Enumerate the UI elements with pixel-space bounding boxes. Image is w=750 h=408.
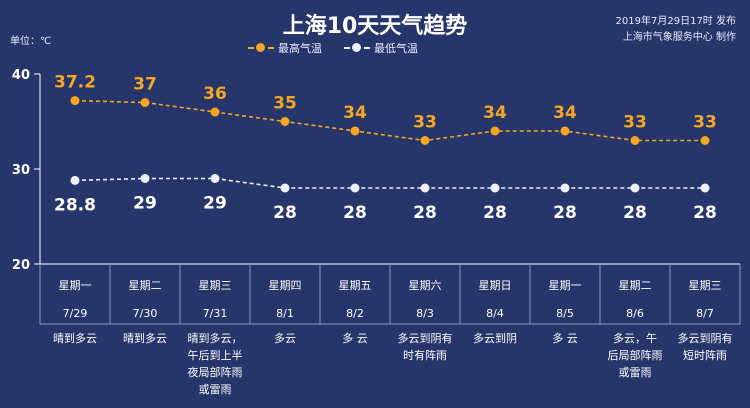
data-label-low: 28.8	[54, 195, 96, 215]
point-low	[490, 183, 500, 193]
point-high	[490, 126, 500, 136]
legend-low-marker	[344, 43, 370, 53]
weekday-label: 星期三	[198, 279, 232, 292]
data-label-low: 28	[553, 203, 577, 223]
data-label-high: 33	[623, 113, 647, 133]
y-tick-label: 40	[12, 68, 30, 83]
weather-description: 晴到多云	[53, 332, 97, 345]
data-label-low: 29	[133, 194, 157, 214]
data-label-low: 28	[623, 203, 647, 223]
data-label-low: 28	[413, 203, 437, 223]
weekday-label: 星期日	[478, 279, 512, 292]
publish-org: 上海市气象服务中心 制作	[622, 32, 736, 43]
point-low	[70, 175, 80, 185]
weekday-label: 星期三	[688, 279, 722, 292]
weekday-label: 星期一	[548, 279, 582, 292]
day-cell: 星期五 8/2	[320, 264, 390, 324]
data-label-high: 37.2	[54, 73, 96, 93]
day-cell: 星期六 8/3	[390, 264, 460, 324]
weekday-label: 星期一	[58, 279, 92, 292]
point-low	[210, 174, 220, 183]
weather-description: 多 云	[552, 332, 578, 345]
date-label: 8/7	[696, 307, 714, 320]
weather-description: 多云到阴	[473, 332, 517, 345]
day-cell: 星期日 8/4	[460, 264, 530, 324]
legend-item-low: 最低气温	[344, 40, 418, 56]
point-low	[700, 183, 710, 193]
series-low-line	[74, 177, 705, 189]
point-low	[280, 183, 290, 193]
date-label: 7/30	[132, 307, 158, 320]
day-cell: 星期三 8/7	[670, 264, 740, 324]
data-label-high: 34	[343, 103, 367, 123]
point-high	[350, 126, 360, 136]
y-tick-label: 20	[12, 258, 30, 273]
point-low	[140, 174, 150, 183]
date-label: 7/29	[62, 307, 88, 320]
series-high-line	[74, 99, 705, 142]
point-high	[630, 136, 640, 145]
date-label: 8/1	[276, 307, 294, 320]
point-low	[350, 183, 360, 193]
legend-low-label: 最低气温	[374, 42, 418, 55]
point-high	[210, 107, 220, 117]
data-label-high: 33	[693, 113, 717, 133]
data-label-high: 34	[483, 103, 507, 123]
day-cell: 星期一 7/29	[40, 264, 110, 324]
point-low	[630, 183, 640, 193]
weather-description: 多云到阴有 短时阵雨	[677, 332, 733, 362]
weekday-label: 星期五	[338, 279, 372, 292]
weekday-label: 星期六	[408, 279, 442, 292]
data-label-low: 28	[343, 203, 367, 223]
data-label-high: 34	[553, 103, 577, 123]
data-label-low: 28	[693, 203, 717, 223]
point-high	[700, 136, 710, 145]
chart-title: 上海10天天气趋势	[282, 14, 468, 39]
weekday-label: 星期二	[128, 279, 162, 292]
data-label-low: 29	[203, 194, 227, 214]
chart-legend: 最高气温 最低气温	[248, 40, 418, 56]
publish-time: 2019年7月29日17时 发布	[615, 16, 736, 27]
weather-description: 多云	[274, 332, 296, 345]
date-label: 8/4	[486, 307, 504, 320]
point-low	[420, 183, 430, 193]
weather-description: 多云，午 后局部阵雨 或雷雨	[607, 332, 663, 379]
day-cell: 星期二 7/30	[110, 264, 180, 324]
data-label-high: 37	[133, 75, 157, 95]
point-high	[560, 126, 570, 136]
point-high	[70, 96, 80, 106]
y-tick-label: 30	[12, 163, 30, 178]
point-high	[280, 117, 290, 126]
point-high	[140, 98, 150, 107]
point-high	[420, 136, 430, 145]
point-low	[560, 183, 570, 193]
data-label-low: 28	[273, 203, 297, 223]
weather-description: 晴到多云， 午后到上半 夜局部阵雨 或雷雨	[187, 332, 243, 396]
data-label-high: 35	[273, 94, 297, 114]
weekday-label: 星期二	[618, 279, 652, 292]
date-label: 8/6	[626, 307, 644, 320]
date-label: 8/3	[416, 307, 434, 320]
date-label: 8/5	[556, 307, 574, 320]
data-label-high: 33	[413, 113, 437, 133]
data-label-low: 28	[483, 203, 507, 223]
publish-info: 2019年7月29日17时 发布 上海市气象服务中心 制作	[616, 14, 736, 46]
day-cell: 星期一 8/5	[530, 264, 600, 324]
weather-description: 晴到多云	[123, 332, 167, 345]
weekday-label: 星期四	[268, 279, 302, 292]
day-cell: 星期四 8/1	[250, 264, 320, 324]
legend-item-high: 最高气温	[248, 40, 322, 56]
legend-high-label: 最高气温	[278, 42, 322, 55]
weather-description: 多云到阴有 时有阵雨	[397, 332, 453, 362]
date-label: 8/2	[346, 307, 364, 320]
legend-high-marker	[248, 43, 274, 53]
date-label: 7/31	[202, 307, 228, 320]
day-cell: 星期二 8/6	[600, 264, 670, 324]
day-cell: 星期三 7/31	[180, 264, 250, 324]
unit-label: 单位：℃	[10, 36, 52, 47]
data-label-high: 36	[203, 84, 227, 104]
weather-description: 多 云	[342, 332, 368, 345]
